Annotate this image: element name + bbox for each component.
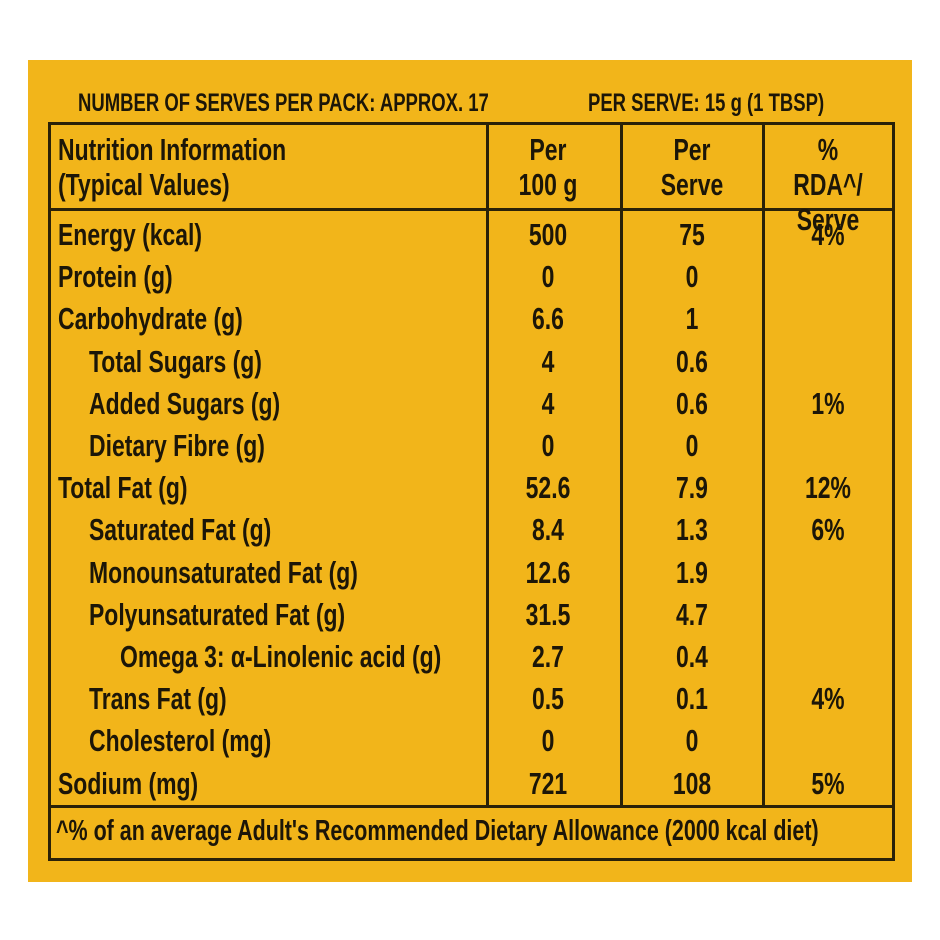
per-serve-text: PER SERVE: 15 g (1 TBSP) [588, 89, 825, 117]
per-100g: 12.6 [525, 554, 571, 590]
nutrient-name: Sodium (mg) [58, 765, 199, 801]
per-serve: 0.6 [676, 343, 708, 379]
nutrient-name: Total Sugars (g) [89, 343, 262, 379]
per-100g: 31.5 [525, 596, 571, 632]
column-line [486, 122, 489, 805]
border [48, 122, 51, 861]
rda: 4% [811, 681, 845, 717]
rda: 5% [811, 765, 845, 801]
column-header: Nutrition Information (Typical Values) [58, 132, 287, 202]
per-100g: 8.4 [532, 512, 564, 548]
per-serve: 108 [672, 765, 712, 801]
per-100g: 6.6 [532, 301, 564, 337]
per-100g: 0 [541, 428, 555, 463]
nutrient-name: Energy (kcal) [58, 217, 203, 252]
per-serve: 0.4 [676, 639, 708, 674]
per-100g: 52.6 [525, 470, 571, 506]
nutrient-name: Omega 3: α-Linolenic acid (g) [120, 639, 442, 674]
nutrient-name: Carbohydrate (g) [58, 301, 243, 337]
per-serve: 1.3 [676, 512, 708, 548]
per-serve: 0 [685, 428, 699, 463]
per-serve: 0.6 [676, 385, 708, 421]
nutrient-name: Dietary Fibre (g) [89, 428, 265, 463]
border [48, 858, 892, 861]
per-serve: 1.9 [676, 554, 708, 590]
per-100g: 2.7 [532, 639, 564, 674]
nutrient-name: Total Fat (g) [58, 470, 188, 506]
nutrient-name: Monounsaturated Fat (g) [89, 554, 358, 590]
border [48, 805, 892, 808]
serves-text: NUMBER OF SERVES PER PACK: APPROX. 17 [78, 89, 489, 117]
nutrient-name: Saturated Fat (g) [89, 512, 272, 548]
per-serve: 1 [685, 301, 699, 337]
footnote: ^% of an average Adult's Recommended Die… [56, 815, 819, 847]
per-100g: 4 [541, 385, 555, 421]
border [892, 122, 895, 861]
per-100g: 0 [541, 723, 555, 759]
column-line [762, 122, 765, 805]
nutrient-name: Protein (g) [58, 259, 173, 295]
rda: 6% [811, 512, 845, 548]
column-header: Per 100 g [518, 132, 578, 202]
nutrient-name: Added Sugars (g) [89, 385, 281, 421]
per-100g: 721 [528, 765, 568, 801]
border [48, 122, 892, 125]
per-100g: 0 [541, 259, 555, 295]
nutrient-name: Polyunsaturated Fat (g) [89, 596, 346, 632]
nutrient-name: Trans Fat (g) [89, 681, 227, 717]
rda: 4% [811, 217, 845, 252]
column-line [620, 122, 623, 805]
column-header: Per Serve [660, 132, 724, 202]
per-100g: 500 [528, 217, 568, 252]
per-serve: 0 [685, 723, 699, 759]
per-serve: 7.9 [676, 470, 708, 506]
per-serve: 0 [685, 259, 699, 295]
rda: 12% [805, 470, 851, 506]
border [48, 208, 892, 211]
per-serve: 75 [679, 217, 705, 252]
per-serve: 4.7 [676, 596, 708, 632]
per-100g: 4 [541, 343, 555, 379]
column-header: % RDA^/ Serve [793, 132, 863, 237]
rda: 1% [811, 385, 845, 421]
per-serve: 0.1 [676, 681, 708, 717]
per-100g: 0.5 [532, 681, 564, 717]
nutrient-name: Cholesterol (mg) [89, 723, 272, 759]
